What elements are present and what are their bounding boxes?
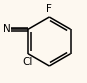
Text: N: N [3,24,10,34]
Text: Cl: Cl [23,57,33,67]
Text: F: F [46,4,52,14]
